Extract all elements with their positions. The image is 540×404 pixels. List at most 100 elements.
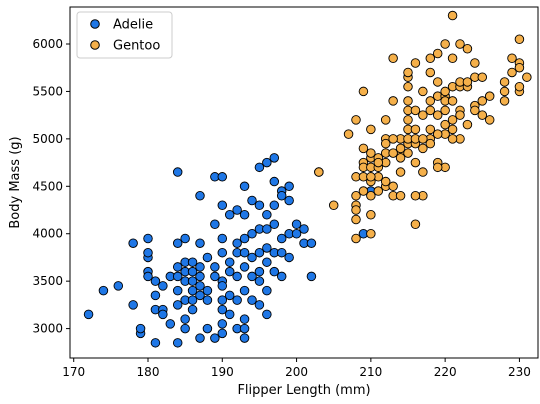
point-adelie-55 xyxy=(217,295,228,305)
point-gentoo-103 xyxy=(432,129,443,139)
point-adelie-105 xyxy=(276,271,287,282)
point-adelie-126 xyxy=(269,153,280,163)
point-adelie-75 xyxy=(239,247,250,258)
point-gentoo-30 xyxy=(380,115,391,125)
point-adelie-12 xyxy=(150,290,161,301)
point-gentoo-20 xyxy=(366,124,376,135)
y-tick-label-3500: 3500 xyxy=(32,274,63,288)
point-adelie-95 xyxy=(262,285,272,296)
point-adelie-122 xyxy=(239,181,250,192)
point-adelie-88 xyxy=(254,266,265,277)
point-gentoo-21 xyxy=(366,148,376,158)
point-adelie-84 xyxy=(247,295,257,305)
point-gentoo-104 xyxy=(440,119,450,130)
point-gentoo-98 xyxy=(395,143,406,154)
x-axis-label: Flipper Length (mm) xyxy=(237,383,370,398)
point-gentoo-114 xyxy=(366,172,376,182)
point-adelie-17 xyxy=(158,281,168,291)
point-adelie-68 xyxy=(232,238,242,248)
point-adelie-58 xyxy=(217,247,228,258)
point-gentoo-123 xyxy=(440,86,450,97)
point-gentoo-112 xyxy=(380,138,391,149)
point-adelie-24 xyxy=(172,271,183,282)
point-gentoo-122 xyxy=(403,67,413,78)
point-adelie-78 xyxy=(239,314,250,324)
point-adelie-33 xyxy=(180,314,190,324)
point-adelie-91 xyxy=(262,209,272,220)
point-gentoo-8 xyxy=(351,214,361,225)
point-gentoo-130 xyxy=(514,62,525,73)
point-gentoo-55 xyxy=(418,110,428,120)
point-gentoo-126 xyxy=(470,58,480,68)
point-gentoo-33 xyxy=(388,53,398,63)
axes-layer: 170 180 190 200 210 220 230 3000 3500 4000 4500 500… xyxy=(32,37,530,379)
point-gentoo-105 xyxy=(447,96,458,106)
point-gentoo-115 xyxy=(380,176,391,187)
point-gentoo-36 xyxy=(395,167,406,177)
point-gentoo-96 xyxy=(514,34,525,45)
point-adelie-43 xyxy=(195,271,205,282)
point-adelie-92 xyxy=(262,224,272,234)
point-adelie-21 xyxy=(172,167,183,177)
point-adelie-81 xyxy=(247,228,257,239)
y-tick-label-6000: 6000 xyxy=(32,37,63,51)
point-gentoo-121 xyxy=(425,138,436,149)
point-adelie-63 xyxy=(217,328,228,339)
point-adelie-14 xyxy=(150,276,161,286)
point-gentoo-90 xyxy=(499,77,510,87)
point-gentoo-9 xyxy=(351,205,361,215)
point-gentoo-95 xyxy=(514,81,525,92)
point-gentoo-7 xyxy=(351,233,361,244)
point-adelie-114 xyxy=(306,238,317,248)
point-adelie-89 xyxy=(254,276,265,286)
point-adelie-40 xyxy=(187,304,198,315)
point-gentoo-110 xyxy=(432,162,443,173)
point-adelie-121 xyxy=(232,205,242,215)
point-gentoo-52 xyxy=(410,58,421,68)
x-tick-label-210: 210 xyxy=(359,365,382,379)
point-gentoo-116 xyxy=(373,157,384,168)
legend: Adelie Gentoo xyxy=(76,11,173,59)
point-adelie-79 xyxy=(239,323,250,334)
point-adelie-104 xyxy=(276,247,287,258)
point-gentoo-47 xyxy=(410,219,421,229)
point-gentoo-15 xyxy=(366,209,376,220)
point-adelie-46 xyxy=(195,238,205,248)
point-gentoo-10 xyxy=(351,115,361,125)
point-adelie-113 xyxy=(306,271,317,282)
point-adelie-18 xyxy=(158,309,168,320)
y-axis-label: Body Mass (g) xyxy=(8,136,23,228)
point-gentoo-11 xyxy=(358,86,369,97)
point-gentoo-5 xyxy=(351,191,361,201)
point-gentoo-59 xyxy=(425,96,436,106)
point-adelie-23 xyxy=(172,262,183,272)
point-adelie-67 xyxy=(224,266,235,277)
point-adelie-48 xyxy=(202,285,213,296)
point-adelie-54 xyxy=(210,262,220,272)
point-adelie-64 xyxy=(224,257,235,267)
point-adelie-99 xyxy=(269,219,280,229)
point-gentoo-44 xyxy=(403,96,413,106)
point-adelie-45 xyxy=(195,333,205,343)
point-adelie-49 xyxy=(202,252,213,263)
point-adelie-42 xyxy=(195,262,205,272)
point-adelie-66 xyxy=(224,309,235,320)
point-adelie-120 xyxy=(224,209,235,220)
point-adelie-119 xyxy=(217,172,228,182)
point-adelie-9 xyxy=(143,247,153,258)
point-gentoo-61 xyxy=(425,53,436,63)
point-gentoo-60 xyxy=(425,67,436,78)
point-gentoo-107 xyxy=(462,77,473,87)
point-gentoo-131 xyxy=(432,77,443,87)
point-adelie-25 xyxy=(172,285,183,296)
point-adelie-11 xyxy=(143,271,153,282)
point-adelie-82 xyxy=(247,252,257,263)
point-gentoo-51 xyxy=(410,105,421,116)
point-adelie-101 xyxy=(269,266,280,277)
data-points-layer xyxy=(83,10,532,348)
point-gentoo-101 xyxy=(418,134,428,144)
point-adelie-44 xyxy=(195,290,205,301)
point-adelie-39 xyxy=(187,295,198,305)
point-gentoo-70 xyxy=(440,39,450,49)
